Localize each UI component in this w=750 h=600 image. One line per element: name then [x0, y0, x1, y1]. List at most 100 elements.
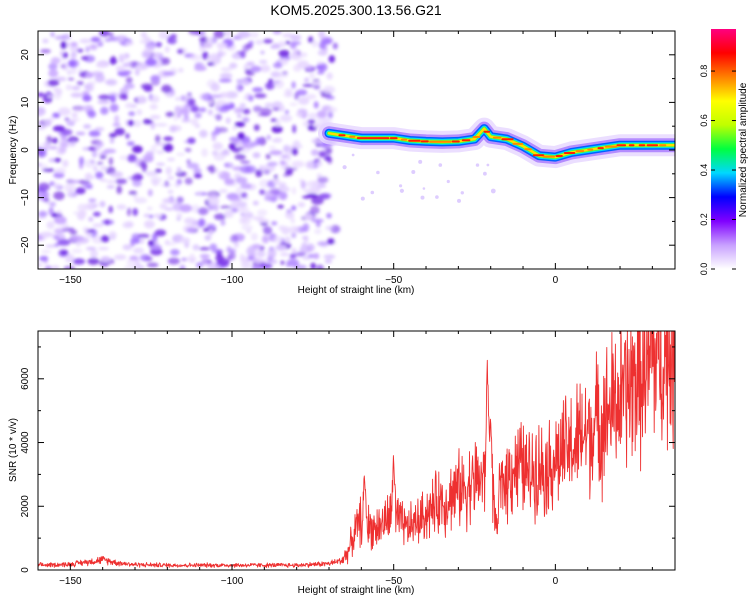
- noise-blob: [328, 55, 336, 63]
- noise-blob: [224, 178, 235, 185]
- noise-blob: [71, 86, 81, 91]
- noise-blob: [302, 256, 313, 260]
- noise-blob: [263, 169, 271, 175]
- noise-blob: [52, 125, 66, 132]
- noise-blob: [284, 109, 289, 115]
- snr-panel: −150 −100 −50 0 0 2000 4000 6000 Height of str…: [8, 330, 676, 596]
- noise-blob: [54, 167, 66, 174]
- noise-blob: [81, 104, 94, 111]
- noise-blob: [86, 246, 96, 251]
- noise-blob: [68, 187, 73, 197]
- noise-blob: [237, 113, 242, 119]
- noise-blob: [312, 123, 323, 128]
- noise-blob: [273, 178, 278, 185]
- noise-blob: [184, 147, 192, 153]
- noise-blob: [127, 155, 137, 163]
- noise-blob: [295, 112, 303, 117]
- noise-blob: [220, 219, 226, 226]
- noise-blob: [93, 145, 101, 151]
- noise-region: [38, 31, 341, 269]
- noise-blob: [290, 34, 302, 41]
- noise-blob: [125, 41, 134, 46]
- noise-blob: [248, 31, 260, 38]
- noise-blob: [311, 40, 319, 48]
- noise-blob: [133, 247, 145, 254]
- noise-blob: [72, 258, 86, 265]
- faint-dot: [411, 170, 416, 174]
- noise-blob: [164, 207, 174, 211]
- noise-blob: [174, 96, 181, 101]
- noise-blob: [71, 235, 85, 242]
- noise-blob: [179, 237, 191, 244]
- noise-blob: [179, 264, 186, 269]
- noise-blob: [259, 263, 273, 269]
- noise-blob: [70, 92, 83, 98]
- noise-blob: [125, 221, 133, 225]
- noise-blob: [209, 94, 222, 99]
- noise-blob: [110, 94, 116, 103]
- faint-dot: [360, 196, 365, 201]
- faint-dot: [483, 171, 487, 176]
- noise-blob: [175, 171, 187, 177]
- noise-blob: [311, 218, 324, 223]
- noise-blob: [108, 157, 114, 166]
- noise-blob: [246, 61, 255, 66]
- noise-blob: [137, 95, 147, 104]
- noise-blob: [219, 189, 228, 193]
- noise-blob: [225, 117, 231, 124]
- colorbar-tick-label: 0.6: [699, 114, 709, 127]
- noise-blob: [216, 42, 228, 49]
- noise-blob: [65, 138, 74, 143]
- noise-blob: [302, 195, 312, 199]
- noise-blob: [53, 172, 65, 179]
- x-tick-label: −100: [221, 576, 244, 587]
- noise-blob: [268, 145, 276, 150]
- noise-blob: [176, 196, 184, 204]
- noise-blob: [210, 82, 220, 92]
- noise-blob: [59, 50, 64, 57]
- noise-blob: [88, 198, 97, 203]
- noise-blob: [325, 146, 333, 155]
- noise-blob: [62, 159, 69, 168]
- noise-blob: [112, 123, 121, 127]
- noise-blob: [289, 102, 298, 107]
- y-tick-label: 4000: [20, 431, 31, 454]
- x-tick-label: −150: [59, 576, 82, 587]
- noise-blob: [250, 65, 262, 73]
- noise-blob: [245, 71, 255, 76]
- noise-blob: [271, 125, 283, 134]
- noise-blob: [145, 58, 158, 67]
- noise-blob: [85, 46, 90, 53]
- noise-blob: [229, 62, 238, 69]
- noise-blob: [243, 63, 249, 71]
- noise-blob: [132, 179, 142, 187]
- noise-blob: [298, 96, 310, 105]
- noise-blob: [234, 121, 246, 127]
- noise-blob: [88, 216, 94, 222]
- noise-blob: [280, 114, 293, 123]
- noise-blob: [181, 118, 191, 123]
- faint-dot: [399, 184, 403, 188]
- noise-blob: [88, 130, 101, 137]
- noise-blob: [54, 35, 66, 40]
- noise-blob: [173, 113, 178, 122]
- noise-blob: [215, 103, 220, 112]
- noise-blob: [158, 31, 169, 40]
- noise-blob: [38, 107, 46, 116]
- noise-blob: [324, 259, 332, 264]
- noise-blob: [150, 75, 161, 82]
- noise-blob: [143, 85, 153, 92]
- noise-blob: [264, 82, 276, 90]
- noise-blob: [163, 197, 177, 204]
- noise-blob: [255, 39, 264, 45]
- noise-blob: [208, 165, 216, 174]
- noise-blob: [326, 212, 332, 219]
- noise-blob: [149, 104, 158, 110]
- noise-blob: [178, 67, 184, 73]
- noise-blob: [67, 77, 75, 81]
- noise-blob: [305, 160, 315, 170]
- colorbar: 0.0 0.2 0.4 0.6 0.8 Normalized spectral ampl…: [699, 29, 749, 275]
- noise-blob: [303, 188, 313, 194]
- noise-blob: [314, 228, 322, 235]
